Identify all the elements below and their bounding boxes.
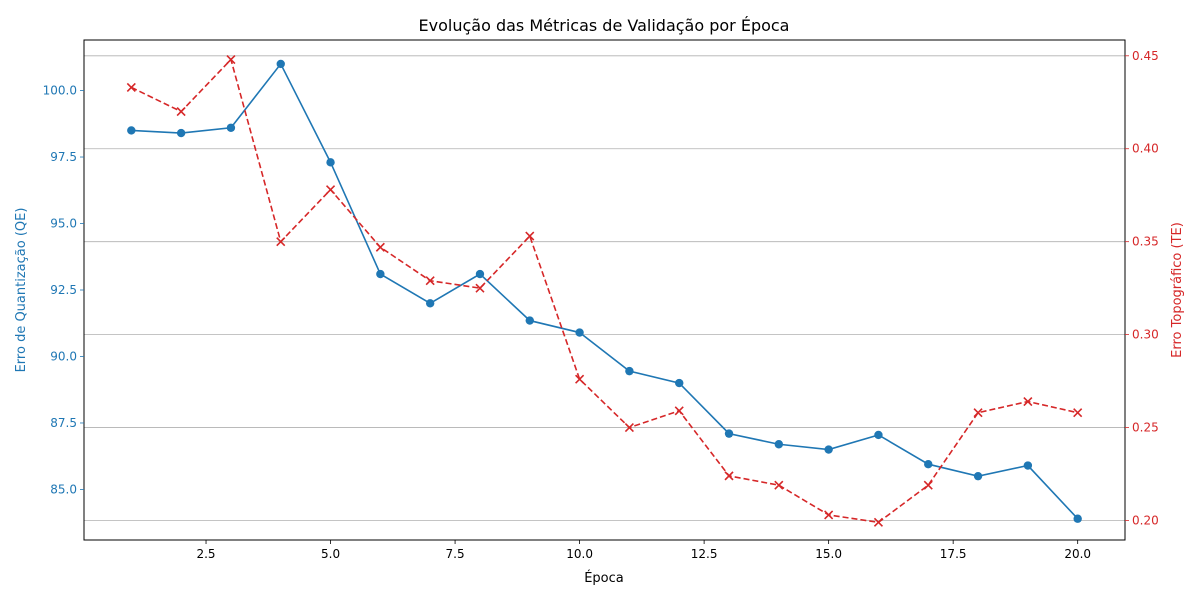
series-1-point-9	[575, 374, 585, 384]
x-tick-label-6: 17.5	[940, 547, 967, 561]
x-tick-label-0: 2.5	[196, 547, 215, 561]
series-1-point-15	[873, 517, 884, 527]
series-1-point-8	[525, 231, 535, 241]
series-1-point-19	[1073, 408, 1083, 418]
right-y-axis: 0.20 0.25 0.30 0.35 0.40 0.45	[1125, 49, 1159, 527]
right-y-axis-label: Erro Topográfico (TE)	[1170, 222, 1185, 358]
right-y-tick-label-4: 0.40	[1132, 142, 1159, 156]
series-0-point-6	[425, 299, 435, 308]
left-y-tick-label-0: 85.0	[50, 482, 77, 496]
series-1-point-6	[425, 276, 435, 286]
series-1-point-2	[226, 54, 236, 65]
series-1-point-3	[276, 237, 286, 247]
x-axis-label: Época	[584, 570, 624, 586]
series-line-0	[131, 62, 1079, 520]
series-1-point-14	[824, 510, 834, 520]
right-y-tick-label-5: 0.45	[1132, 49, 1159, 63]
left-y-tick-label-5: 97.5	[50, 150, 77, 164]
left-y-tick-label-4: 95.0	[50, 217, 77, 231]
series-0-point-10	[625, 366, 634, 376]
series-0-point-7	[475, 269, 485, 279]
series-1-point-5	[375, 242, 385, 252]
series-1-point-18	[1023, 396, 1033, 407]
series-1-point-0	[126, 82, 136, 92]
series-0-point-0	[127, 126, 136, 135]
series-1-point-4	[325, 185, 336, 195]
series-0-point-16	[924, 460, 933, 469]
series-1-point-10	[624, 422, 634, 433]
series-0-point-14	[824, 445, 833, 454]
series-0-point-15	[874, 430, 883, 440]
series-layer	[126, 54, 1083, 527]
series-0-point-2	[226, 123, 236, 132]
series-1-point-17	[973, 408, 983, 418]
x-tick-label-2: 7.5	[446, 547, 465, 561]
chart-title: Evolução das Métricas de Validação por É…	[419, 16, 790, 35]
x-tick-label-3: 10.0	[566, 547, 593, 561]
x-tick-label-4: 12.5	[691, 547, 718, 561]
series-0-point-5	[376, 269, 385, 279]
x-tick-label-5: 15.0	[815, 547, 842, 561]
left-y-tick-label-2: 90.0	[50, 349, 77, 363]
series-1-point-12	[724, 471, 734, 481]
series-0-point-11	[675, 378, 684, 388]
series-line-1	[130, 57, 1078, 524]
series-1-point-11	[674, 406, 684, 416]
series-0-point-13	[774, 440, 784, 449]
series-0-point-12	[724, 429, 734, 438]
series-1-point-7	[475, 283, 485, 293]
series-1-point-13	[774, 480, 784, 490]
series-0-point-17	[973, 471, 983, 481]
right-y-tick-label-1: 0.25	[1132, 421, 1159, 435]
left-y-axis-label: Erro de Quantização (QE)	[14, 208, 29, 373]
series-1-point-1	[176, 106, 186, 117]
x-tick-label-7: 20.0	[1064, 547, 1091, 561]
series-0-point-4	[326, 158, 335, 167]
left-y-tick-label-6: 100.0	[43, 84, 77, 98]
series-0-point-1	[176, 128, 186, 138]
series-1-point-16	[923, 480, 933, 490]
right-y-tick-label-3: 0.35	[1132, 235, 1159, 249]
left-y-tick-label-1: 87.5	[50, 416, 77, 430]
series-0-point-3	[276, 59, 285, 69]
left-y-tick-label-3: 92.5	[50, 283, 77, 297]
right-y-tick-label-0: 0.20	[1132, 513, 1159, 527]
right-y-tick-label-2: 0.30	[1132, 328, 1159, 342]
series-0-point-9	[575, 328, 584, 337]
left-y-axis: 85.0 87.5 90.0 92.5 95.0 97.5 100.0	[43, 84, 84, 496]
series-0-point-8	[525, 316, 534, 325]
grid-lines	[84, 55, 1125, 521]
series-0-point-18	[1023, 461, 1033, 470]
x-axis: 2.5 5.0 7.5 10.0 12.5 15.0 17.5 20.0	[196, 540, 1091, 561]
x-tick-label-1: 5.0	[321, 547, 340, 561]
series-0-point-19	[1073, 514, 1082, 523]
